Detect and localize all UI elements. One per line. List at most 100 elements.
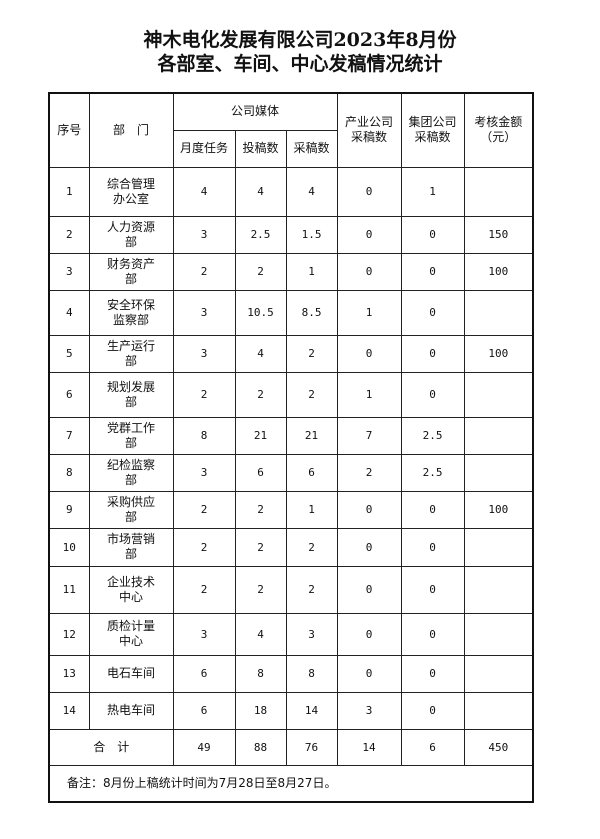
cell-seq: 5: [48, 334, 90, 373]
cell-adopted: 4: [285, 166, 338, 217]
cell-seq: 14: [48, 691, 90, 730]
table-row: 10 市场营销部 2 2 2 0 0: [48, 527, 534, 567]
cell-adopted: 2: [285, 371, 338, 418]
table-row: 1 综合管理办公室 4 4 4 0 1: [48, 166, 534, 217]
cell-group: 1: [400, 166, 465, 217]
cell-industry: 0: [336, 565, 402, 614]
cell-submitted: 2: [234, 371, 287, 418]
cell-industry: 0: [336, 215, 402, 254]
cell-industry: 7: [336, 416, 402, 455]
cell-dept: 党群工作部: [88, 416, 174, 455]
cell-industry: 0: [336, 334, 402, 373]
document-title-line1: 神木电化发展有限公司2023年8月份: [143, 29, 457, 51]
cell-industry: 1: [336, 289, 402, 336]
cell-group: 0: [400, 334, 465, 373]
cell-amount: [463, 371, 534, 418]
cell-group: 2.5: [400, 416, 465, 455]
cell-amount: 100: [463, 334, 534, 373]
cell-group: 0: [400, 289, 465, 336]
cell-submitted: 4: [234, 166, 287, 217]
cell-task: 3: [172, 289, 236, 336]
cell-submitted: 18: [234, 691, 287, 730]
header-group-adopted: 集团公司采稿数: [400, 92, 465, 168]
cell-group: 0: [400, 691, 465, 730]
cell-submitted: 2: [234, 565, 287, 614]
cell-dept: 安全环保监察部: [88, 289, 174, 336]
cell-amount: [463, 654, 534, 693]
cell-seq: 6: [48, 371, 90, 418]
cell-task: 2: [172, 565, 236, 614]
cell-submitted: 21: [234, 416, 287, 455]
total-amount: 450: [463, 728, 534, 766]
table-row: 12 质检计量中心 3 4 3 0 0: [48, 612, 534, 656]
cell-dept: 质检计量中心: [88, 612, 174, 656]
header-submitted: 投稿数: [234, 129, 287, 168]
cell-adopted: 8.5: [285, 289, 338, 336]
cell-dept: 综合管理办公室: [88, 166, 174, 217]
table-row: 14 热电车间 6 18 14 3 0: [48, 691, 534, 730]
cell-task: 2: [172, 490, 236, 529]
table-row: 11 企业技术中心 2 2 2 0 0: [48, 565, 534, 614]
cell-dept: 电石车间: [88, 654, 174, 693]
table-row: 4 安全环保监察部 3 10.5 8.5 1 0: [48, 289, 534, 336]
cell-industry: 0: [336, 612, 402, 656]
cell-adopted: 1: [285, 252, 338, 291]
cell-industry: 0: [336, 490, 402, 529]
table-row: 2 人力资源部 3 2.5 1.5 0 0 150: [48, 215, 534, 254]
cell-adopted: 21: [285, 416, 338, 455]
cell-submitted: 10.5: [234, 289, 287, 336]
total-submitted: 88: [234, 728, 287, 766]
cell-industry: 0: [336, 527, 402, 567]
table-row: 9 采购供应部 2 2 1 0 0 100: [48, 490, 534, 529]
cell-adopted: 14: [285, 691, 338, 730]
cell-adopted: 1: [285, 490, 338, 529]
cell-seq: 2: [48, 215, 90, 254]
cell-amount: [463, 416, 534, 455]
cell-task: 2: [172, 527, 236, 567]
cell-amount: [463, 565, 534, 614]
cell-task: 8: [172, 416, 236, 455]
table-row: 5 生产运行部 3 4 2 0 0 100: [48, 334, 534, 373]
cell-task: 3: [172, 334, 236, 373]
cell-dept: 人力资源部: [88, 215, 174, 254]
cell-group: 2.5: [400, 453, 465, 492]
total-row: 合 计 49 88 76 14 6 450: [48, 728, 534, 766]
cell-submitted: 6: [234, 453, 287, 492]
cell-seq: 1: [48, 166, 90, 217]
document-title-line2: 各部室、车间、中心发稿情况统计: [157, 53, 443, 75]
cell-dept: 热电车间: [88, 691, 174, 730]
cell-task: 3: [172, 453, 236, 492]
cell-amount: 150: [463, 215, 534, 254]
cell-submitted: 4: [234, 334, 287, 373]
cell-amount: [463, 612, 534, 656]
cell-amount: [463, 289, 534, 336]
cell-submitted: 2: [234, 490, 287, 529]
cell-seq: 10: [48, 527, 90, 567]
cell-industry: 2: [336, 453, 402, 492]
cell-task: 3: [172, 215, 236, 254]
total-adopted: 76: [285, 728, 338, 766]
cell-amount: [463, 691, 534, 730]
cell-dept: 财务资产部: [88, 252, 174, 291]
header-adopted: 采稿数: [285, 129, 338, 168]
cell-seq: 3: [48, 252, 90, 291]
cell-dept: 规划发展部: [88, 371, 174, 418]
cell-industry: 1: [336, 371, 402, 418]
remark-note: 备注：8月份上稿统计时间为7月28日至8月27日。: [48, 764, 534, 803]
cell-amount: 100: [463, 252, 534, 291]
cell-group: 0: [400, 654, 465, 693]
cell-seq: 9: [48, 490, 90, 529]
header-seq: 序号: [48, 92, 90, 168]
cell-group: 0: [400, 612, 465, 656]
cell-seq: 11: [48, 565, 90, 614]
cell-group: 0: [400, 490, 465, 529]
cell-adopted: 8: [285, 654, 338, 693]
cell-submitted: 8: [234, 654, 287, 693]
table-row: 6 规划发展部 2 2 2 1 0: [48, 371, 534, 418]
total-label: 合 计: [48, 728, 174, 766]
cell-seq: 13: [48, 654, 90, 693]
cell-group: 0: [400, 565, 465, 614]
cell-task: 2: [172, 252, 236, 291]
cell-task: 6: [172, 654, 236, 693]
cell-industry: 0: [336, 252, 402, 291]
